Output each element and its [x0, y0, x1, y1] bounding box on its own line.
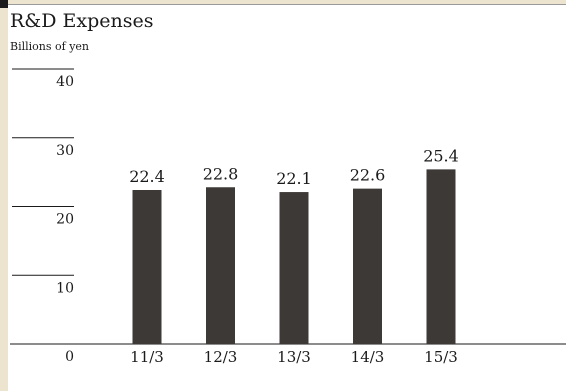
- bar: [279, 192, 309, 344]
- y-axis-unit-label: Billions of yen: [10, 40, 90, 53]
- y-tick-label: 40: [56, 74, 74, 90]
- corner-marker: [0, 0, 8, 8]
- bar: [353, 188, 382, 344]
- y-tick-label: 30: [56, 143, 74, 159]
- x-tick-label: 15/3: [424, 348, 458, 366]
- top-accent-bar: [0, 0, 566, 5]
- y-tick-label: 10: [56, 280, 74, 296]
- data-label: 22.4: [129, 167, 165, 186]
- bar: [426, 169, 456, 344]
- y-tick-label: 0: [65, 349, 74, 365]
- x-tick-label: 14/3: [351, 348, 385, 366]
- data-label: 22.8: [203, 164, 239, 183]
- y-tick-label: 20: [56, 212, 74, 228]
- bar: [206, 187, 235, 344]
- data-label: 25.4: [423, 146, 459, 165]
- left-accent-strip: [0, 0, 8, 391]
- x-tick-label: 12/3: [204, 348, 238, 366]
- chart-title: R&D Expenses: [10, 10, 154, 32]
- x-tick-label: 13/3: [277, 348, 311, 366]
- x-tick-label: 11/3: [130, 348, 164, 366]
- data-label: 22.6: [350, 166, 386, 185]
- bar: [132, 190, 162, 344]
- data-label: 22.1: [276, 169, 312, 188]
